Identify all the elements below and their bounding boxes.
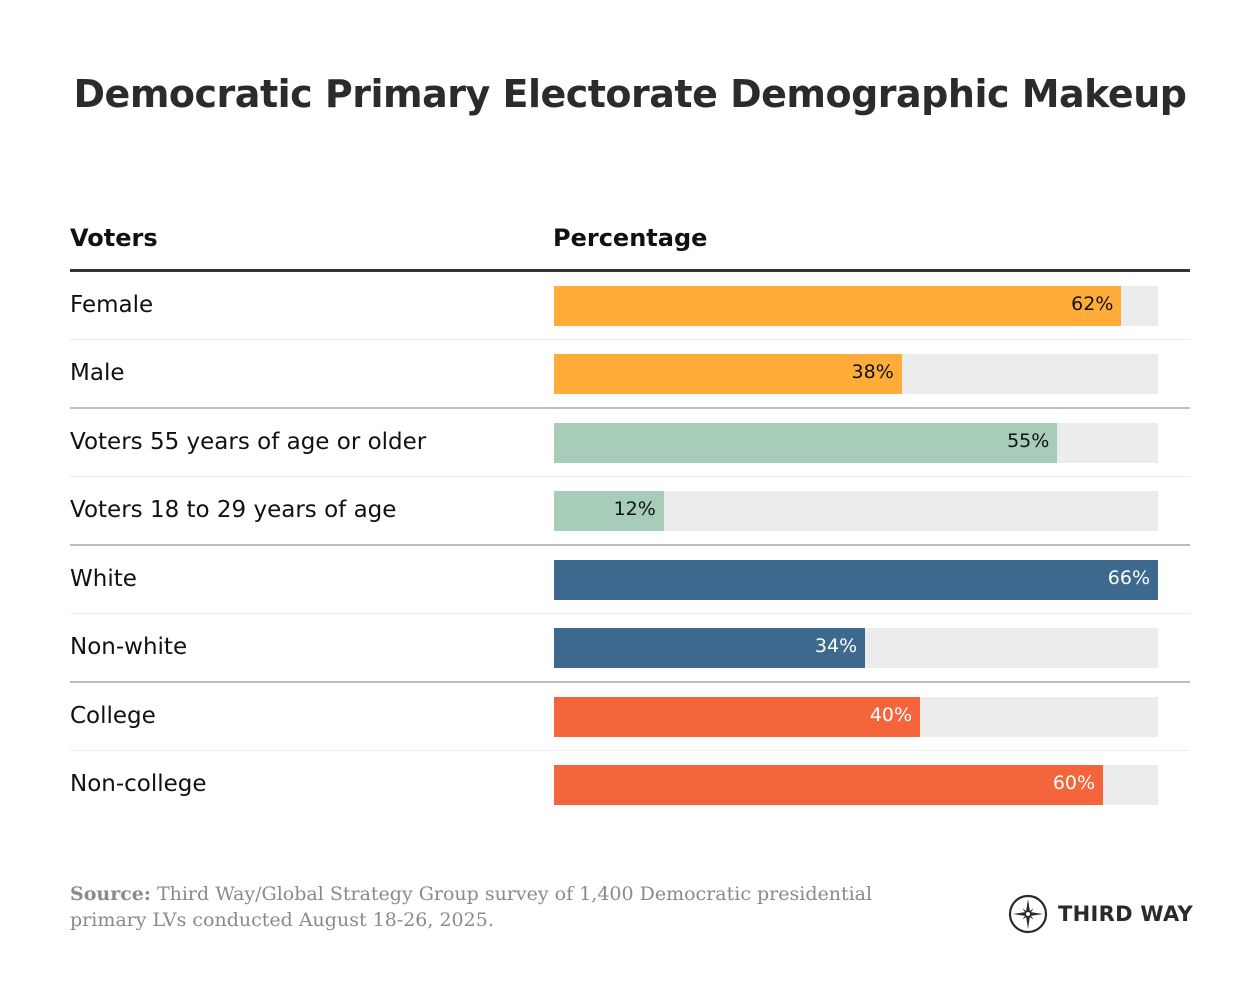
bar: 60% bbox=[554, 765, 1104, 805]
row-label: Male bbox=[70, 360, 125, 386]
bar-value-label: 66% bbox=[1107, 567, 1150, 589]
bar-value-label: 38% bbox=[851, 361, 894, 383]
row-label: Voters 18 to 29 years of age bbox=[70, 497, 397, 523]
bar-value-label: 40% bbox=[869, 704, 913, 726]
third-way-logo: THIRD WAY bbox=[1008, 894, 1193, 934]
source-text: Third Way/Global Strategy Group survey o… bbox=[70, 883, 873, 931]
source-note: Source: Third Way/Global Strategy Group … bbox=[70, 881, 930, 933]
row-label: Non-white bbox=[70, 634, 188, 660]
row-label: White bbox=[70, 566, 137, 592]
bar: 55% bbox=[554, 423, 1058, 463]
bar-track: 38% bbox=[554, 354, 1158, 394]
row-label: Voters 55 years of age or older bbox=[70, 429, 427, 455]
table-row: Non-white 34% bbox=[70, 614, 1190, 683]
bar: 38% bbox=[554, 354, 902, 394]
column-header-voters: Voters bbox=[70, 224, 158, 252]
bar-track: 55% bbox=[554, 423, 1158, 463]
chart-title: Democratic Primary Electorate Demographi… bbox=[73, 72, 1187, 116]
table-row: Non-college 60% bbox=[70, 751, 1190, 818]
bar: 66% bbox=[554, 560, 1158, 600]
bar: 34% bbox=[554, 628, 866, 668]
row-label: Non-college bbox=[70, 771, 207, 797]
column-header-percentage: Percentage bbox=[553, 224, 708, 252]
row-label: College bbox=[70, 703, 156, 729]
bar: 40% bbox=[554, 697, 921, 737]
bar-value-label: 55% bbox=[1007, 430, 1050, 452]
bar-value-label: 62% bbox=[1071, 293, 1114, 315]
bar-track: 34% bbox=[554, 628, 1158, 668]
bar: 12% bbox=[554, 491, 664, 531]
bar: 62% bbox=[554, 286, 1122, 326]
bar-track: 12% bbox=[554, 491, 1158, 531]
source-label: Source: bbox=[70, 883, 151, 905]
table-row: Voters 55 years of age or older 55% bbox=[70, 409, 1190, 477]
bar-track: 62% bbox=[554, 286, 1158, 326]
header-rule bbox=[70, 269, 1190, 272]
bar-value-label: 12% bbox=[613, 498, 656, 520]
logo-text: THIRD WAY bbox=[1058, 902, 1193, 926]
bar-track: 40% bbox=[554, 697, 1158, 737]
table-row: Male 38% bbox=[70, 340, 1190, 409]
bar-value-label: 34% bbox=[814, 635, 858, 657]
compass-star-icon bbox=[1008, 894, 1048, 934]
row-label: Female bbox=[70, 292, 154, 318]
bar-value-label: 60% bbox=[1052, 772, 1096, 794]
table-row: White 66% bbox=[70, 546, 1190, 614]
bar-track: 60% bbox=[554, 765, 1158, 805]
bar-track: 66% bbox=[554, 560, 1158, 600]
bar-table: Female 62% Male 38% Voters 55 years of age o… bbox=[70, 272, 1190, 818]
table-row: Female 62% bbox=[70, 272, 1190, 340]
table-row: Voters 18 to 29 years of age 12% bbox=[70, 477, 1190, 546]
table-row: College 40% bbox=[70, 683, 1190, 751]
